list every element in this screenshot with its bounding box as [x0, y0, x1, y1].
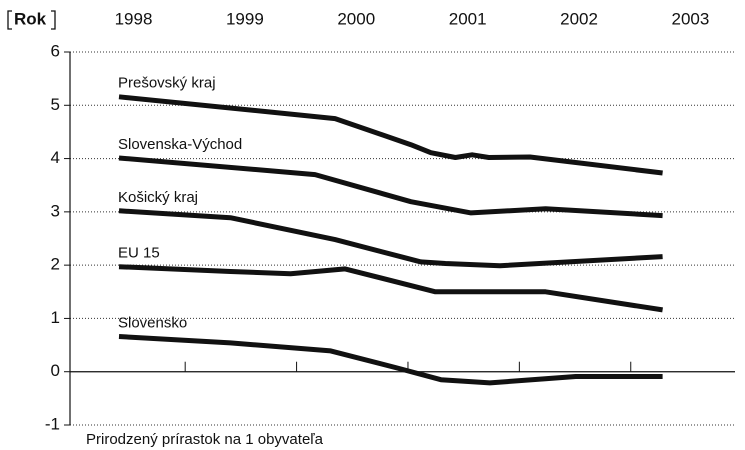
bracket-right [51, 10, 56, 30]
y-tick-label: 6 [51, 41, 60, 60]
series-label: EU 15 [118, 245, 160, 262]
series-label: Prešovský kraj [118, 75, 216, 92]
y-tick-label: 5 [51, 95, 60, 114]
y-tick-label: 2 [51, 255, 60, 274]
x-tick-label: 2001 [449, 9, 487, 28]
x-axis-label: Rok [14, 9, 47, 28]
x-tick-label: 2000 [337, 9, 375, 28]
y-tick-label: 1 [51, 308, 60, 327]
x-tick-label: 1999 [226, 9, 264, 28]
x-tick-label: 1998 [115, 9, 153, 28]
series-line [118, 94, 663, 176]
y-axis-label: Prirodzený prírastok na 1 obyvateľa [86, 431, 324, 448]
series-line [118, 155, 663, 219]
y-tick-label: 0 [51, 361, 60, 380]
series-line [118, 208, 663, 269]
series-label: Košický kraj [118, 189, 198, 206]
series-label: Slovenska-Východ [118, 136, 242, 153]
y-tick-label: -1 [45, 414, 60, 433]
series-line [118, 264, 663, 313]
x-tick-label: 2003 [672, 9, 710, 28]
x-tick-label: 2002 [560, 9, 598, 28]
bracket-left [7, 10, 12, 30]
y-tick-label: 3 [51, 201, 60, 220]
series-line [118, 334, 663, 386]
series-label: Slovensko [118, 315, 187, 332]
y-tick-label: 4 [51, 148, 60, 167]
